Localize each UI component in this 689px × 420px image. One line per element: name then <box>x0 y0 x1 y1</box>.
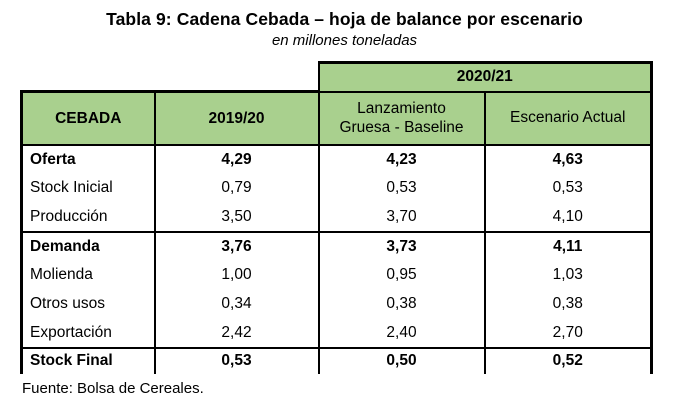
value-2019-20: 1,00 <box>153 260 320 290</box>
value-actual: 4,10 <box>483 202 653 232</box>
table-title: Tabla 9: Cadena Cebada – hoja de balance… <box>106 9 583 29</box>
value-2019-20: 0,79 <box>153 173 320 203</box>
column-header-2019-20: 2019/20 <box>153 90 320 146</box>
value-baseline: 4,23 <box>317 143 486 174</box>
row-label: Stock Inicial <box>20 173 156 203</box>
header-columns-row: CEBADA 2019/20 Lanzamiento Gruesa - Base… <box>20 90 653 146</box>
table-row-exportacion: Exportación 2,42 2,40 2,70 <box>20 318 653 348</box>
value-actual: 1,03 <box>483 260 653 290</box>
row-label: Demanda <box>20 230 156 261</box>
value-2019-20: 0,53 <box>153 346 320 374</box>
value-baseline: 3,73 <box>317 230 486 261</box>
column-header-baseline: Lanzamiento Gruesa - Baseline <box>317 90 486 146</box>
value-2019-20: 2,42 <box>153 318 320 348</box>
balance-table: 2020/21 CEBADA 2019/20 Lanzamiento Grues… <box>20 61 653 374</box>
value-2019-20: 3,76 <box>153 230 320 261</box>
value-baseline: 0,50 <box>317 346 486 374</box>
corner-spacer <box>22 63 319 92</box>
column-header-baseline-line1: Lanzamiento <box>357 99 446 117</box>
value-baseline: 0,38 <box>317 289 486 319</box>
value-2019-20: 4,29 <box>153 143 320 174</box>
table-row-molienda: Molienda 1,00 0,95 1,03 <box>20 260 653 290</box>
table-row-stock-final: Stock Final 0,53 0,50 0,52 <box>20 346 653 374</box>
value-2019-20: 3,50 <box>153 202 320 232</box>
value-baseline: 2,40 <box>317 318 486 348</box>
column-group-2020-21: 2020/21 <box>317 61 653 93</box>
column-header-baseline-line2: Gruesa - Baseline <box>339 119 464 136</box>
value-actual: 0,53 <box>483 173 653 203</box>
row-label: Oferta <box>20 143 156 174</box>
row-label: Exportación <box>20 318 156 348</box>
row-label: Molienda <box>20 260 156 290</box>
table-row-stock-inicial: Stock Inicial 0,79 0,53 0,53 <box>20 173 653 203</box>
row-label: Producción <box>20 202 156 232</box>
value-2019-20: 0,34 <box>153 289 320 319</box>
header-group-row: 2020/21 <box>22 61 653 93</box>
value-baseline: 0,53 <box>317 173 486 203</box>
table-row-demanda: Demanda 3,76 3,73 4,11 <box>20 230 653 261</box>
table-subtitle: en millones toneladas <box>271 32 418 49</box>
value-actual: 0,52 <box>483 346 653 374</box>
value-baseline: 3,70 <box>317 202 486 232</box>
value-actual: 4,63 <box>483 143 653 174</box>
source-note: Fuente: Bolsa de Cereales. <box>22 379 204 397</box>
table-row-oferta: Oferta 4,29 4,23 4,63 <box>20 143 653 174</box>
value-baseline: 0,95 <box>317 260 486 290</box>
column-header-escenario-actual: Escenario Actual <box>483 90 653 146</box>
value-actual: 4,11 <box>483 230 653 261</box>
table-row-produccion: Producción 3,50 3,70 4,10 <box>20 202 653 232</box>
value-actual: 2,70 <box>483 318 653 348</box>
column-header-cebada: CEBADA <box>20 90 156 146</box>
row-label: Stock Final <box>20 346 156 374</box>
value-actual: 0,38 <box>483 289 653 319</box>
table-row-otros-usos: Otros usos 0,34 0,38 0,38 <box>20 289 653 319</box>
row-label: Otros usos <box>20 289 156 319</box>
